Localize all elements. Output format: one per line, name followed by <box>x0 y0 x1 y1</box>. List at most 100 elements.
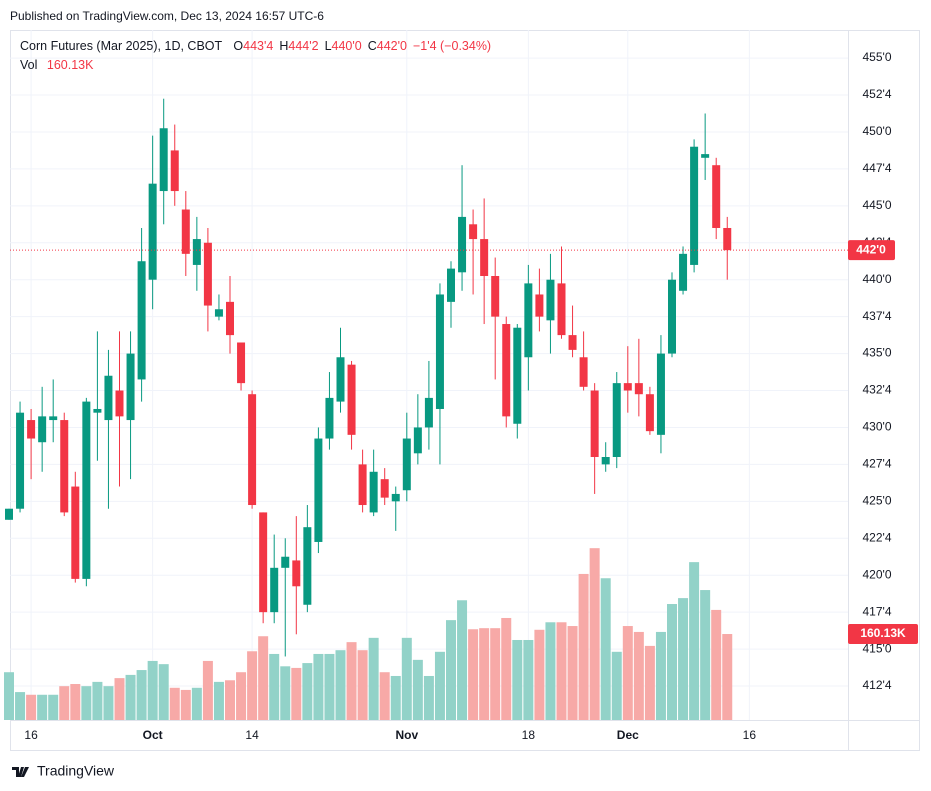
y-tick-label: 437'4 <box>863 309 892 323</box>
volume-bar <box>70 684 81 720</box>
volume-bar <box>457 600 468 720</box>
candle-body <box>137 261 146 380</box>
volume-bar <box>291 667 302 720</box>
volume-bar <box>700 590 711 720</box>
volume-tag-label: 160.13K <box>860 626 906 640</box>
volume-bar <box>523 639 534 720</box>
candle-body <box>413 427 422 454</box>
volume-bar <box>225 680 235 720</box>
candle-body <box>690 146 699 265</box>
volume-bar <box>169 687 180 720</box>
candle-body <box>214 309 223 317</box>
volume-bar <box>346 642 357 720</box>
candle-body <box>170 150 179 192</box>
volume-bar <box>180 689 191 720</box>
candle-body <box>612 383 621 458</box>
volume-bar <box>611 651 622 720</box>
change: −1'4 (−0.34%) <box>413 39 491 53</box>
candle-body <box>380 479 389 498</box>
candle-body <box>71 486 80 579</box>
volume-bar <box>633 631 644 720</box>
volume-bar <box>357 650 368 720</box>
candle-body <box>16 412 25 509</box>
y-tick-label: 417'4 <box>863 604 892 618</box>
candle-body <box>513 327 522 424</box>
candle-body <box>325 397 334 439</box>
volume-bar <box>600 578 611 720</box>
ohlc-key: C <box>368 39 377 53</box>
volume-bar <box>81 686 92 720</box>
candle-body <box>159 128 168 192</box>
volume-bar <box>479 628 490 720</box>
candle-body <box>259 512 268 613</box>
candle-body <box>491 276 500 317</box>
volume-bar <box>136 670 147 720</box>
volume-bar <box>578 573 589 720</box>
y-tick-label: 425'0 <box>863 493 892 507</box>
ohlc-key: H <box>279 39 288 53</box>
candle-body <box>347 364 356 435</box>
volume-bar <box>213 681 224 720</box>
candle-body <box>524 283 533 358</box>
y-tick-label: 415'0 <box>863 641 892 655</box>
y-tick-label: 452'4 <box>863 87 892 101</box>
volume-bar <box>313 653 324 720</box>
candle-body <box>93 408 102 413</box>
volume-bar <box>589 548 600 720</box>
volume-bar <box>678 598 689 720</box>
volume-bar <box>37 694 48 720</box>
volume-bar <box>667 604 677 720</box>
y-tick-label: 435'0 <box>863 346 892 360</box>
volume-bar <box>567 626 578 720</box>
candle-body <box>303 527 312 605</box>
volume-value: 160.13K <box>47 58 94 72</box>
candle-body <box>623 383 632 391</box>
volume-bar <box>103 686 114 720</box>
volume-bar <box>501 617 512 720</box>
ohlc-key: L <box>325 39 332 53</box>
candle-body <box>358 464 367 506</box>
volume-bar <box>269 653 280 720</box>
candle-body <box>480 239 489 277</box>
volume-bar <box>4 672 14 720</box>
ohlc-value: 444'2 <box>288 39 318 53</box>
volume-bar <box>722 634 733 720</box>
candle-body <box>546 279 555 321</box>
volume-bar <box>26 694 37 720</box>
candle-body <box>148 183 157 280</box>
volume-bar <box>158 664 169 720</box>
y-tick-label: 432'4 <box>863 383 892 397</box>
x-tick-label: 16 <box>743 728 757 742</box>
last-price-label: 442'0 <box>856 242 886 256</box>
candle-body <box>126 353 135 421</box>
candle-body <box>424 397 433 428</box>
candle-body <box>5 508 13 520</box>
volume-bar <box>59 686 70 720</box>
y-tick-label: 430'0 <box>863 420 892 434</box>
candle-body <box>469 224 478 240</box>
candle-body <box>435 294 444 409</box>
candle-body <box>568 335 577 350</box>
candle-body <box>391 493 400 502</box>
x-tick-label: 18 <box>522 728 536 742</box>
y-tick-label: 450'0 <box>863 124 892 138</box>
candle-body <box>49 416 58 421</box>
candle-body <box>590 390 599 458</box>
candle-body <box>60 420 69 513</box>
last-price-tag <box>848 240 895 261</box>
brand-logo: TradingView <box>12 763 115 779</box>
candle-body <box>292 560 301 587</box>
y-tick-label: 445'0 <box>863 198 892 212</box>
candle-body <box>557 283 566 336</box>
candle-body <box>115 390 124 417</box>
volume-bar <box>412 659 423 720</box>
candle-body <box>38 416 47 443</box>
candle-body <box>226 301 234 336</box>
candle-body <box>181 209 190 254</box>
volume-bar <box>15 692 26 720</box>
candle-body <box>281 556 290 568</box>
candle-body <box>579 357 588 387</box>
candle-body <box>270 567 279 613</box>
volume-bar <box>191 687 202 720</box>
